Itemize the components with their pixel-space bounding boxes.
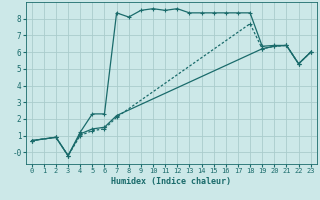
X-axis label: Humidex (Indice chaleur): Humidex (Indice chaleur) — [111, 177, 231, 186]
